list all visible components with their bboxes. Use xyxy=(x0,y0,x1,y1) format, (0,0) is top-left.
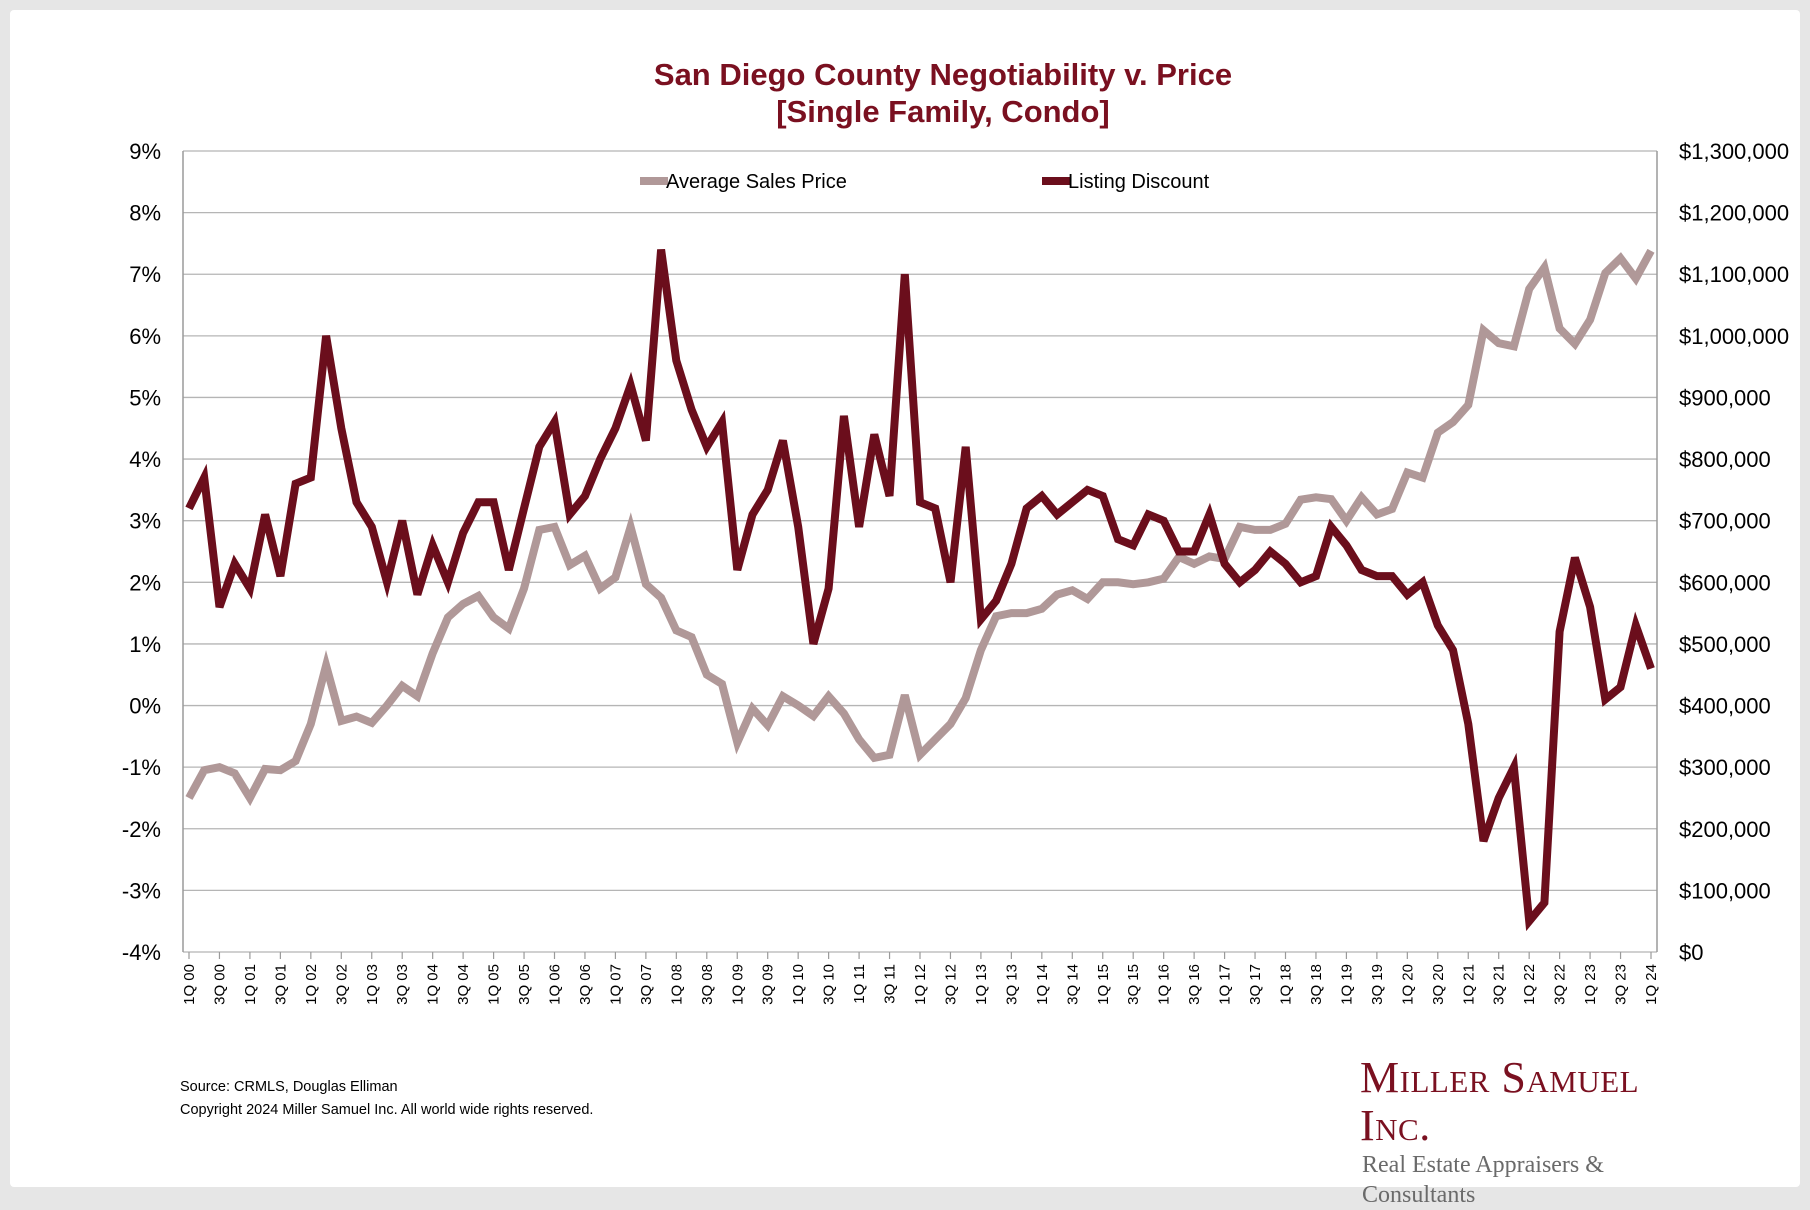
x-tick-label: 3Q 02 xyxy=(333,964,350,1005)
x-tick-label: 1Q 15 xyxy=(1095,964,1112,1005)
x-tick-label: 3Q 14 xyxy=(1064,964,1081,1005)
right-axis-tick-label: $1,300,000 xyxy=(1679,139,1789,164)
left-axis-tick-label: 6% xyxy=(129,324,161,349)
x-tick-label: 1Q 19 xyxy=(1338,964,1355,1005)
chart-title-line-2: [Single Family, Condo] xyxy=(776,94,1110,129)
left-axis-tick-label: -2% xyxy=(122,817,161,842)
x-tick-label: 1Q 12 xyxy=(912,964,929,1005)
left-axis-tick-label: 9% xyxy=(129,139,161,164)
left-axis-tick-label: -4% xyxy=(122,940,161,965)
x-tick-label: 1Q 21 xyxy=(1460,964,1477,1005)
x-tick-label: 3Q 13 xyxy=(1003,964,1020,1005)
x-tick-label: 3Q 00 xyxy=(211,964,228,1005)
legend-label-price: Average Sales Price xyxy=(666,171,847,193)
x-tick-label: 3Q 19 xyxy=(1369,964,1386,1005)
logo-name: Miller Samuel Inc. xyxy=(1360,1053,1640,1150)
x-tick-label: 3Q 10 xyxy=(821,964,838,1005)
left-axis-tick-label: -1% xyxy=(122,755,161,780)
x-tick-label: 1Q 03 xyxy=(364,964,381,1005)
legend-label-discount: Listing Discount xyxy=(1068,171,1210,193)
x-tick-label: 3Q 20 xyxy=(1430,964,1447,1005)
x-tick-label: 3Q 11 xyxy=(882,964,899,1004)
x-tick-label: 3Q 03 xyxy=(394,964,411,1005)
x-tick-label: 1Q 07 xyxy=(607,964,624,1005)
x-tick-label: 3Q 06 xyxy=(577,964,594,1005)
x-tick-label: 3Q 01 xyxy=(272,964,289,1005)
left-axis-tick-label: -3% xyxy=(122,878,161,903)
x-tick-label: 3Q 08 xyxy=(699,964,716,1005)
x-tick-label: 3Q 05 xyxy=(516,964,533,1005)
chart-title-line-1: San Diego County Negotiability v. Price xyxy=(653,57,1233,92)
x-tick-label: 1Q 22 xyxy=(1521,964,1538,1005)
x-tick-label: 3Q 12 xyxy=(942,964,959,1005)
x-tick-label: 1Q 18 xyxy=(1278,964,1295,1005)
right-axis-tick-label: $700,000 xyxy=(1679,509,1771,534)
x-tick-label: 1Q 14 xyxy=(1034,964,1051,1005)
company-logo: Miller Samuel Inc. Real Estate Appraiser… xyxy=(1360,1054,1720,1210)
x-tick-label: 1Q 11 xyxy=(851,964,868,1004)
average-sales-price-line xyxy=(185,248,1655,807)
chart-card xyxy=(10,10,1800,1187)
x-tick-label: 3Q 09 xyxy=(760,964,777,1005)
right-axis-tick-label: $1,100,000 xyxy=(1679,262,1789,287)
x-tick-label: 1Q 06 xyxy=(547,964,564,1005)
right-axis-tick-label: $800,000 xyxy=(1679,447,1771,472)
x-tick-label: 1Q 09 xyxy=(729,964,746,1005)
right-axis-tick-label: $900,000 xyxy=(1679,385,1771,410)
copyright-line: Copyright 2024 Miller Samuel Inc. All wo… xyxy=(180,1102,594,1118)
x-tick-label: 3Q 18 xyxy=(1308,964,1325,1005)
right-axis-tick-label: $1,200,000 xyxy=(1679,201,1789,226)
logo-tagline: Real Estate Appraisers & Consultants xyxy=(1362,1152,1604,1208)
source-line: Source: CRMLS, Douglas Elliman xyxy=(180,1079,398,1095)
left-axis-tick-label: 5% xyxy=(129,385,161,410)
source-note: Source: CRMLS, Douglas Elliman Copyright… xyxy=(180,1076,593,1122)
x-tick-label: 3Q 07 xyxy=(638,964,655,1005)
right-axis-tick-label: $100,000 xyxy=(1679,878,1771,903)
left-axis-tick-label: 3% xyxy=(129,509,161,534)
x-tick-label: 1Q 20 xyxy=(1399,964,1416,1005)
x-tick-label: 1Q 05 xyxy=(486,964,503,1005)
x-tick-label: 3Q 16 xyxy=(1186,964,1203,1005)
listing-discount-line xyxy=(185,249,1655,932)
x-tick-label: 1Q 01 xyxy=(242,964,259,1005)
x-tick-label: 1Q 23 xyxy=(1582,964,1599,1005)
right-axis-tick-label: $1,000,000 xyxy=(1679,324,1789,349)
x-tick-label: 1Q 02 xyxy=(303,964,320,1005)
x-tick-label: 1Q 13 xyxy=(973,964,990,1005)
x-tick-label: 1Q 24 xyxy=(1643,964,1660,1005)
left-axis-tick-label: 0% xyxy=(129,694,161,719)
x-tick-label: 1Q 17 xyxy=(1217,964,1234,1005)
x-tick-label: 1Q 16 xyxy=(1156,964,1173,1005)
x-tick-label: 3Q 17 xyxy=(1247,964,1264,1005)
x-tick-label: 3Q 15 xyxy=(1125,964,1142,1005)
right-axis-tick-label: $500,000 xyxy=(1679,632,1771,657)
right-axis-tick-label: $200,000 xyxy=(1679,817,1771,842)
x-tick-label: 3Q 21 xyxy=(1491,964,1508,1005)
x-tick-label: 3Q 22 xyxy=(1552,964,1569,1005)
left-axis-tick-label: 8% xyxy=(129,201,161,226)
left-axis-tick-label: 2% xyxy=(129,570,161,595)
left-axis-tick-label: 7% xyxy=(129,262,161,287)
left-axis-tick-label: 1% xyxy=(129,632,161,657)
x-tick-label: 3Q 04 xyxy=(455,964,472,1005)
right-axis-tick-label: $600,000 xyxy=(1679,570,1771,595)
right-axis-tick-label: $0 xyxy=(1679,940,1703,965)
x-tick-label: 1Q 00 xyxy=(181,964,198,1005)
x-tick-label: 1Q 04 xyxy=(425,964,442,1005)
chart-title: San Diego County Negotiability v. Price … xyxy=(0,56,1810,130)
x-tick-label: 3Q 23 xyxy=(1613,964,1630,1005)
x-tick-label: 1Q 10 xyxy=(790,964,807,1005)
right-axis-tick-label: $400,000 xyxy=(1679,694,1771,719)
right-axis-tick-label: $300,000 xyxy=(1679,755,1771,780)
x-tick-label: 1Q 08 xyxy=(668,964,685,1005)
left-axis-tick-label: 4% xyxy=(129,447,161,472)
